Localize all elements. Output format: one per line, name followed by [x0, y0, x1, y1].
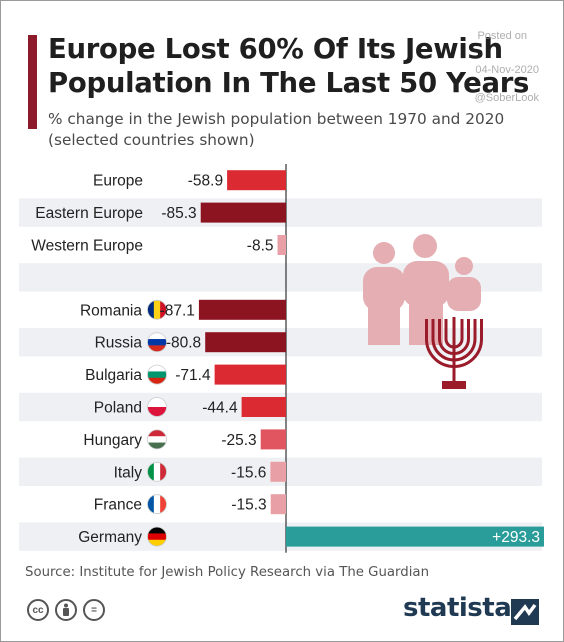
category-label: Italy: [114, 464, 143, 481]
watermark-handle: @SoberLook: [474, 92, 539, 104]
category-label: Hungary: [83, 432, 142, 449]
bar: [198, 299, 286, 320]
chart-subtitle: % change in the Jewish population betwee…: [48, 110, 505, 149]
bar: [277, 235, 286, 255]
value-label: -15.3: [231, 497, 266, 514]
watermark-date: 04-Nov-2020: [475, 64, 539, 76]
value-label: -58.9: [188, 173, 223, 190]
category-label: France: [94, 497, 142, 514]
bar: [205, 332, 286, 353]
bar-chart: Europe -58.9 Eastern Europe -85.3 Western Eu…: [19, 164, 544, 553]
menorah-icon: [425, 317, 483, 381]
statista-logo-icon: [511, 599, 539, 625]
license-icons: cc =: [27, 599, 105, 621]
watermark-posted-on: Posted on: [477, 30, 527, 42]
value-label: -15.6: [231, 464, 266, 481]
value-label: -85.3: [161, 205, 196, 222]
category-label: Germany: [78, 529, 142, 546]
bar: [270, 494, 286, 515]
poland-flag-icon: [147, 397, 167, 417]
russia-flag-icon: [147, 332, 167, 352]
value-label: +293.3: [492, 529, 540, 546]
bar: [200, 202, 286, 223]
statista-brand: statista: [403, 593, 512, 623]
value-label: -8.5: [247, 238, 274, 255]
hungary-flag-icon: [147, 429, 167, 449]
france-flag-icon: [147, 494, 167, 514]
chart-title: Europe Lost 60% Of Its Jewish Population…: [48, 33, 530, 99]
bar: [286, 526, 544, 547]
cc-icon: cc: [27, 599, 49, 621]
people-menorah-illustration: [363, 234, 481, 389]
germany-flag-icon: [147, 527, 167, 547]
bar: [270, 461, 286, 482]
nd-icon: =: [83, 599, 105, 621]
value-label: -87.1: [160, 302, 195, 319]
bar: [214, 364, 286, 385]
bar: [260, 429, 286, 450]
category-label: Bulgaria: [85, 367, 142, 384]
value-label: -80.8: [166, 335, 201, 352]
romania-flag-icon: [147, 300, 167, 320]
category-label: Russia: [95, 335, 143, 352]
category-label: Romania: [80, 302, 142, 319]
value-label: -44.4: [202, 400, 238, 417]
bar: [241, 397, 286, 417]
title-accent-bar: [28, 35, 37, 129]
category-label: Eastern Europe: [35, 205, 143, 222]
category-label: Europe: [93, 173, 143, 190]
bulgaria-flag-icon: [147, 365, 167, 385]
value-label: -25.3: [221, 432, 256, 449]
italy-flag-icon: [147, 462, 167, 482]
value-label: -71.4: [175, 367, 211, 384]
category-label: Poland: [94, 400, 142, 417]
source-note: Source: Institute for Jewish Policy Rese…: [25, 565, 429, 580]
category-label: Western Europe: [31, 238, 143, 255]
by-icon: [55, 599, 77, 621]
bar: [227, 170, 286, 191]
